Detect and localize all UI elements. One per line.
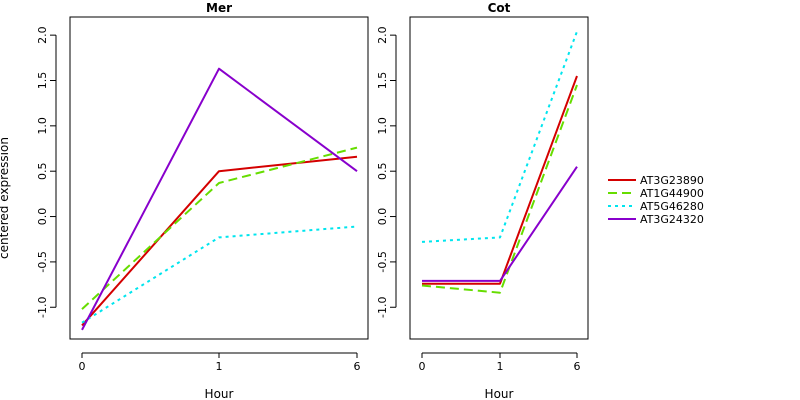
y-axis-cot: -1.0 -0.5 0.0 0.5 1.0 1.5 2.0 [376,26,397,318]
plot-frame-mer [69,16,369,340]
x-tick-label: 6 [574,360,581,373]
series-lines-mer [81,67,358,331]
x-axis-mer: 0 1 6 [79,352,361,373]
panel-title-cot: Cot [488,1,511,15]
y-tick-label: 1.5 [36,72,49,90]
y-tick-label: 2.0 [376,26,389,44]
x-tick-label: 1 [497,360,504,373]
panel-mer: Mer -1.0 -0.5 0.0 0.5 1.0 1.5 2.0 0 1 6 Hour [36,1,369,400]
x-axis-label-cot: Hour [485,387,514,400]
panel-cot: Cot -1.0 -0.5 0.0 0.5 1.0 1.5 2.0 0 1 6 Hour [376,1,589,400]
series-lines-cot [421,31,578,294]
series-line-at5g46280 [81,225,358,324]
x-tick-label: 6 [354,360,361,373]
x-tick-label: 0 [79,360,86,373]
panel-title-mer: Mer [206,1,232,15]
legend-label: AT3G23890 [640,174,704,187]
y-axis-mer: -1.0 -0.5 0.0 0.5 1.0 1.5 2.0 [36,26,57,318]
y-tick-label: 0.0 [36,208,49,226]
plot-frame-cot [409,16,589,340]
series-line-at3g23890 [422,75,578,285]
y-tick-label: 1.0 [36,117,49,134]
series-line-at3g23890 [81,155,358,327]
x-axis-cot: 0 1 6 [419,352,581,373]
legend-label: AT1G44900 [640,187,704,200]
x-axis-label-mer: Hour [205,387,234,400]
y-tick-label: 0.0 [376,208,389,226]
series-line-at3g24320 [422,166,578,282]
legend-label: AT3G24320 [640,213,704,226]
series-line-at1g44900 [81,146,358,310]
series-line-at3g24320 [81,67,358,331]
y-tick-label: 2.0 [36,26,49,44]
y-axis-label: centered expression [0,137,11,259]
x-tick-label: 1 [216,360,223,373]
y-tick-label: 1.5 [376,72,389,90]
y-tick-label: -1.0 [36,297,49,318]
y-tick-label: 0.5 [376,162,389,180]
y-tick-label: 1.0 [376,117,389,134]
series-line-at5g46280 [421,31,578,243]
y-tick-label: -1.0 [376,297,389,318]
y-tick-label: -0.5 [36,251,49,272]
legend-label: AT5G46280 [640,200,704,213]
x-tick-label: 0 [419,360,426,373]
series-line-at1g44900 [421,84,578,294]
y-tick-label: -0.5 [376,251,389,272]
y-tick-label: 0.5 [36,162,49,180]
